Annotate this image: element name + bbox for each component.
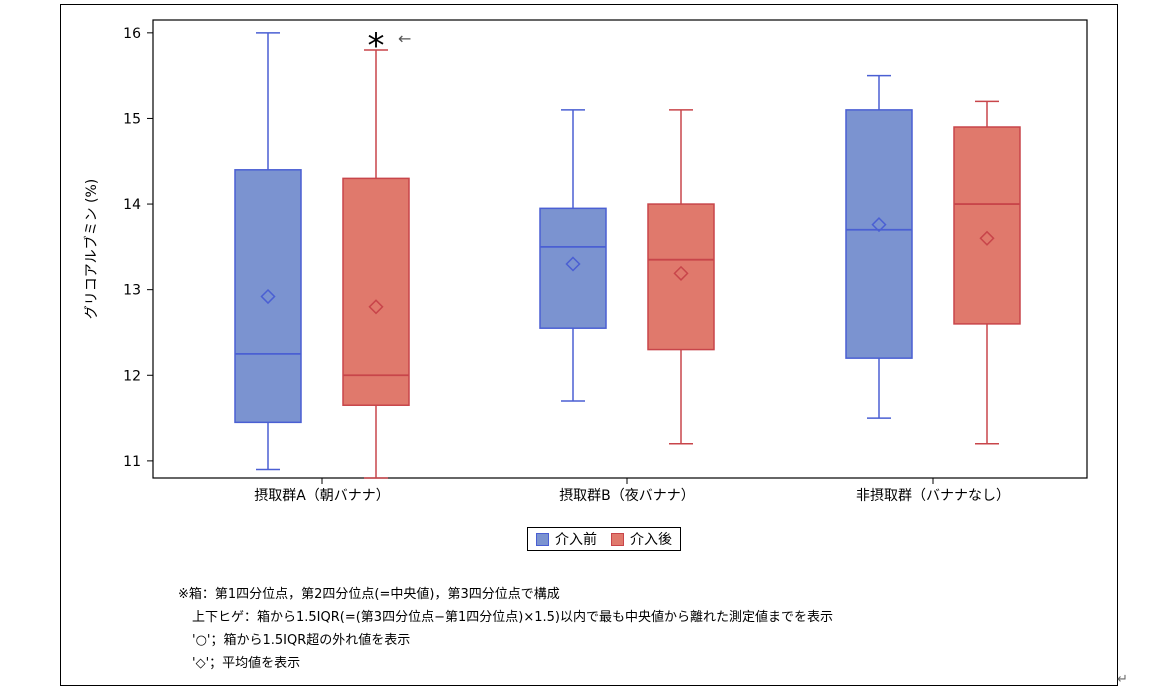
box-s0-c1	[539, 207, 607, 329]
mean-marker-s0-c2	[871, 217, 887, 233]
legend-label-before: 介入前	[555, 532, 597, 548]
note-whisker-definition: 上下ヒゲ：箱から1.5IQR(=(第3四分位点−第1四分位点)×1.5)以内で最…	[192, 610, 833, 625]
y-tick-label-1: 12	[123, 368, 141, 384]
plot-area-border	[152, 19, 1088, 479]
legend-item-after: 介入後	[611, 529, 672, 549]
box-s0-c0	[234, 169, 302, 424]
y-tick-label-4: 15	[123, 111, 141, 127]
y-tick-label-2: 13	[123, 283, 141, 299]
legend-item-before: 介入前	[536, 529, 597, 549]
box-s1-c1	[647, 203, 715, 351]
legend-swatch-after	[611, 532, 624, 546]
note-box-definition: ※箱：第1四分位点，第2四分位点(=中央値)，第3四分位点で構成	[178, 587, 560, 602]
x-tick-label-0: 摂取群A（朝バナナ）	[254, 488, 390, 504]
chart-legend: 介入前 介入後	[527, 527, 681, 551]
legend-swatch-before	[536, 532, 549, 546]
outlier-arrow: ←	[398, 29, 411, 48]
mean-marker-s0-c1	[565, 256, 581, 272]
footnotes: ※箱：第1四分位点，第2四分位点(=中央値)，第3四分位点で構成 上下ヒゲ：箱か…	[178, 583, 833, 675]
y-tick-label-3: 14	[123, 197, 141, 213]
mean-marker-s1-c1	[673, 265, 689, 281]
note-mean-definition: '◇'；平均値を表示	[192, 656, 301, 671]
outlier-asterisk: *	[368, 26, 385, 66]
y-axis-label: グリコアルブミン (%)	[83, 179, 100, 320]
x-tick-label-2: 非摂取群（バナナなし）	[856, 488, 1010, 504]
y-tick-label-5: 16	[123, 26, 141, 42]
box-s1-c2	[953, 126, 1021, 325]
mean-marker-s0-c0	[260, 288, 276, 305]
figure-frame	[60, 4, 1118, 686]
note-outlier-definition: '○'；箱から1.5IQR超の外れ値を表示	[192, 633, 411, 648]
mean-marker-s1-c0	[368, 299, 384, 315]
box-s1-c0	[342, 177, 410, 406]
legend-label-after: 介入後	[630, 532, 672, 548]
y-tick-label-0: 11	[123, 454, 141, 470]
x-tick-label-1: 摂取群B（夜バナナ）	[559, 488, 695, 504]
box-s0-c2	[845, 109, 913, 359]
paragraph-return-mark: ↵	[1117, 672, 1128, 687]
mean-marker-s1-c2	[979, 230, 995, 246]
